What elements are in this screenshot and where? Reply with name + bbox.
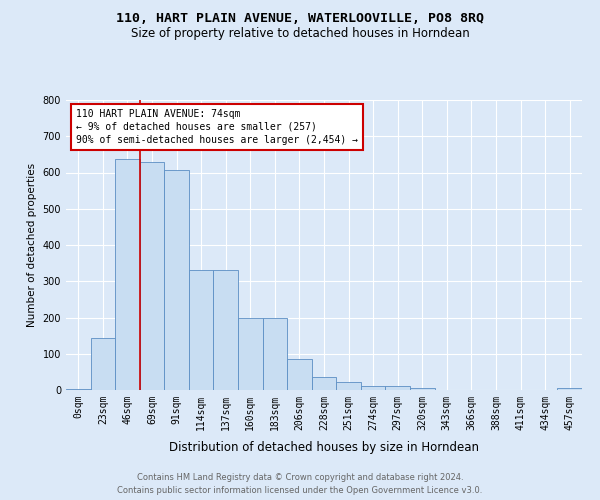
Text: Contains HM Land Registry data © Crown copyright and database right 2024.
Contai: Contains HM Land Registry data © Crown c…: [118, 474, 482, 495]
Bar: [115, 159, 140, 390]
Bar: [189, 270, 214, 390]
Text: 110 HART PLAIN AVENUE: 74sqm
← 9% of detached houses are smaller (257)
90% of se: 110 HART PLAIN AVENUE: 74sqm ← 9% of det…: [76, 108, 358, 145]
Bar: [214, 270, 238, 390]
Bar: [312, 378, 336, 390]
Y-axis label: Number of detached properties: Number of detached properties: [27, 163, 37, 327]
Bar: [287, 359, 312, 390]
Bar: [336, 382, 361, 390]
Bar: [263, 318, 287, 390]
Bar: [164, 170, 189, 390]
Bar: [238, 318, 263, 390]
Text: 110, HART PLAIN AVENUE, WATERLOOVILLE, PO8 8RQ: 110, HART PLAIN AVENUE, WATERLOOVILLE, P…: [116, 12, 484, 26]
Bar: [91, 338, 115, 390]
Bar: [361, 386, 385, 390]
Bar: [557, 388, 582, 390]
Text: Size of property relative to detached houses in Horndean: Size of property relative to detached ho…: [131, 28, 469, 40]
X-axis label: Distribution of detached houses by size in Horndean: Distribution of detached houses by size …: [169, 441, 479, 454]
Bar: [385, 386, 410, 390]
Bar: [140, 162, 164, 390]
Bar: [410, 388, 434, 390]
